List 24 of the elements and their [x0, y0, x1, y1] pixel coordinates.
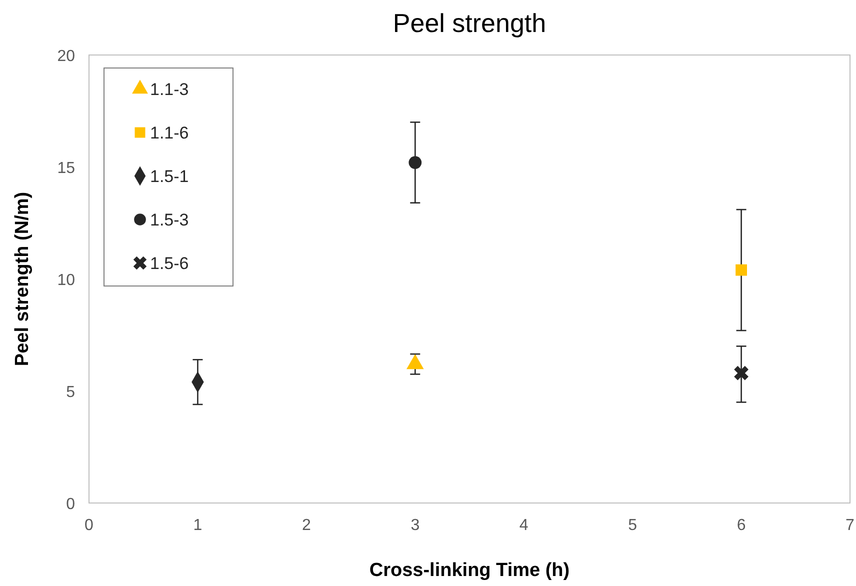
legend-label: 1.5-6	[150, 254, 189, 273]
y-tick-label: 5	[66, 384, 76, 401]
x-axis-title: Cross-linking Time (h)	[369, 560, 570, 581]
legend-label: 1.5-3	[150, 210, 189, 230]
point	[736, 264, 747, 276]
y-axis-title: Peel strength (N/m)	[12, 192, 33, 366]
x-tick-label: 5	[628, 517, 638, 534]
legend-label: 1.1-6	[150, 124, 189, 142]
chart-title: Peel strength	[392, 8, 546, 38]
y-tick-label: 10	[57, 272, 76, 289]
y-tick-label: 0	[66, 496, 76, 513]
x-tick-label: 7	[846, 517, 855, 534]
point	[734, 366, 748, 380]
x-tick-label: 1	[193, 517, 202, 534]
x-tick-label: 2	[302, 517, 311, 534]
x-tick-label: 4	[519, 517, 528, 534]
y-tick-label: 20	[57, 48, 76, 65]
legend-label: 1.5-1	[150, 167, 189, 186]
point	[408, 156, 422, 169]
x-tick-label: 0	[84, 517, 94, 534]
x-tick-label: 3	[410, 517, 420, 534]
x-tick-label: 6	[736, 517, 746, 534]
y-tick-label: 15	[57, 160, 76, 177]
legend-label: 1.1-3	[150, 80, 189, 99]
